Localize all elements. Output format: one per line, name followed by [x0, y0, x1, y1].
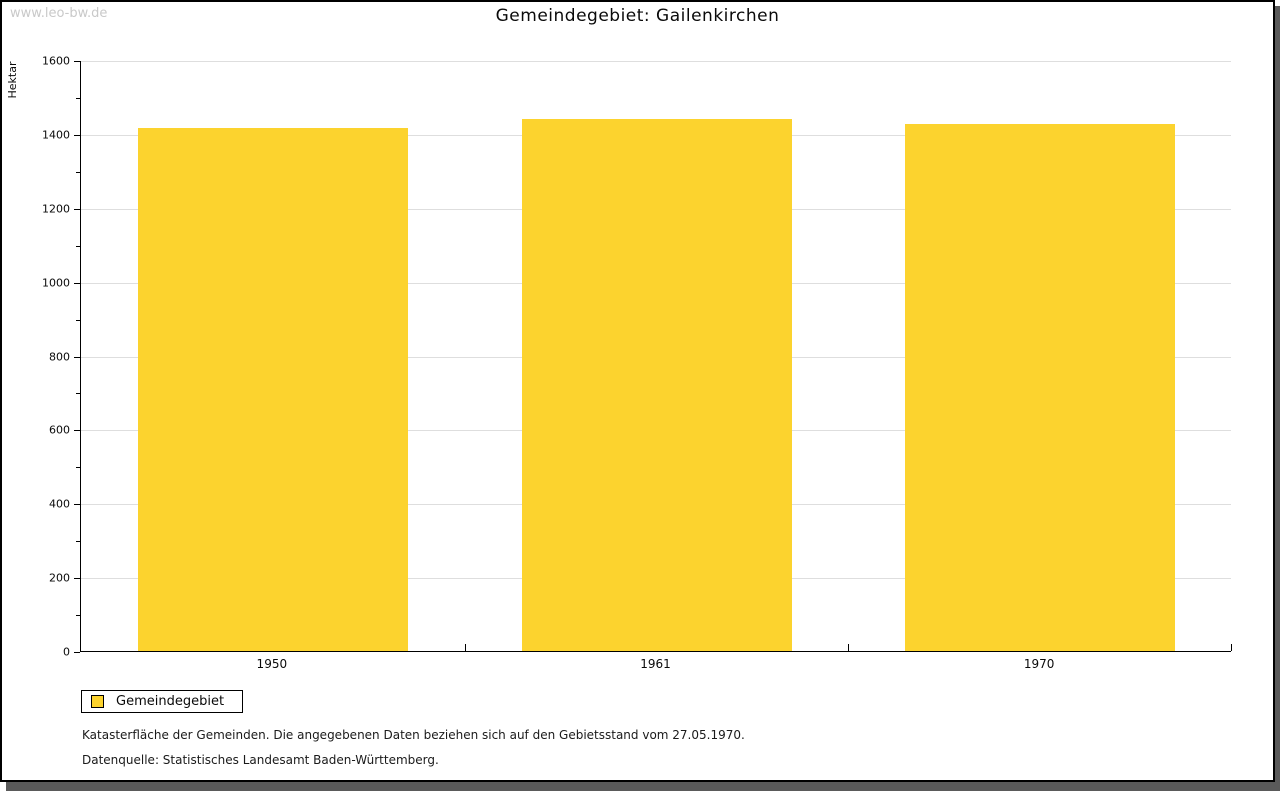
legend-label: Gemeindegebiet	[116, 694, 225, 709]
y-axis-tick-label: 1000	[42, 276, 70, 290]
y-axis-minor-tick	[76, 393, 80, 395]
y-axis-minor-tick	[76, 615, 80, 617]
y-axis-tick-label: 400	[49, 497, 70, 511]
y-axis-minor-tick	[76, 467, 80, 469]
y-axis-tick	[74, 578, 80, 580]
x-axis-tick	[848, 644, 850, 651]
y-axis-tick	[74, 208, 80, 210]
chart-title: Gemeindegebiet: Gailenkirchen	[495, 6, 780, 26]
y-axis-minor-tick	[76, 541, 80, 543]
y-axis-tick-label: 1200	[42, 202, 70, 216]
x-axis-label-1950: 1950	[256, 657, 288, 671]
legend: Gemeindegebiet	[81, 690, 244, 713]
y-axis-tick	[74, 134, 80, 136]
y-axis-minor-tick	[76, 97, 80, 99]
data-source-text: Datenquelle: Statistisches Landesamt Bad…	[82, 753, 439, 767]
y-axis-tick	[74, 430, 80, 432]
y-axis-tick	[74, 504, 80, 506]
y-axis-tick	[74, 282, 80, 284]
y-axis-tick	[74, 356, 80, 358]
frame-shadow-bottom	[6, 782, 1280, 791]
y-axis-minor-tick	[76, 245, 80, 247]
y-axis-tick-label: 1600	[42, 54, 70, 68]
watermark: www.leo-bw.de	[10, 6, 108, 21]
x-axis-label-1970: 1970	[1023, 657, 1055, 671]
y-axis-tick-label: 600	[49, 423, 70, 437]
y-axis-tick-label: 0	[63, 645, 70, 659]
y-axis-tick-label: 800	[49, 350, 70, 363]
y-gridline	[81, 61, 1231, 62]
y-axis-minor-tick	[76, 171, 80, 173]
bar-1950	[137, 128, 408, 651]
y-axis-tick-label: 1400	[42, 128, 70, 142]
frame-shadow-right	[1275, 6, 1280, 791]
y-axis-label-text: Hektar	[6, 61, 19, 99]
y-axis-tick	[74, 652, 80, 653]
legend-swatch	[91, 695, 104, 708]
y-axis-tick	[74, 61, 80, 62]
bar-1970	[905, 123, 1176, 651]
y-axis-tick-label: 200	[49, 571, 70, 585]
bar-1961	[521, 119, 792, 651]
x-axis-tick	[464, 644, 466, 651]
footnote-text: Katasterfläche der Gemeinden. Die angege…	[82, 728, 745, 742]
x-axis-end-tick	[1231, 644, 1232, 651]
plot-area: 0 200 400 600 800 1000 1200 1400 1600	[42, 55, 1232, 659]
x-axis-label-1961: 1961	[640, 657, 671, 671]
y-axis-minor-tick	[76, 319, 80, 321]
